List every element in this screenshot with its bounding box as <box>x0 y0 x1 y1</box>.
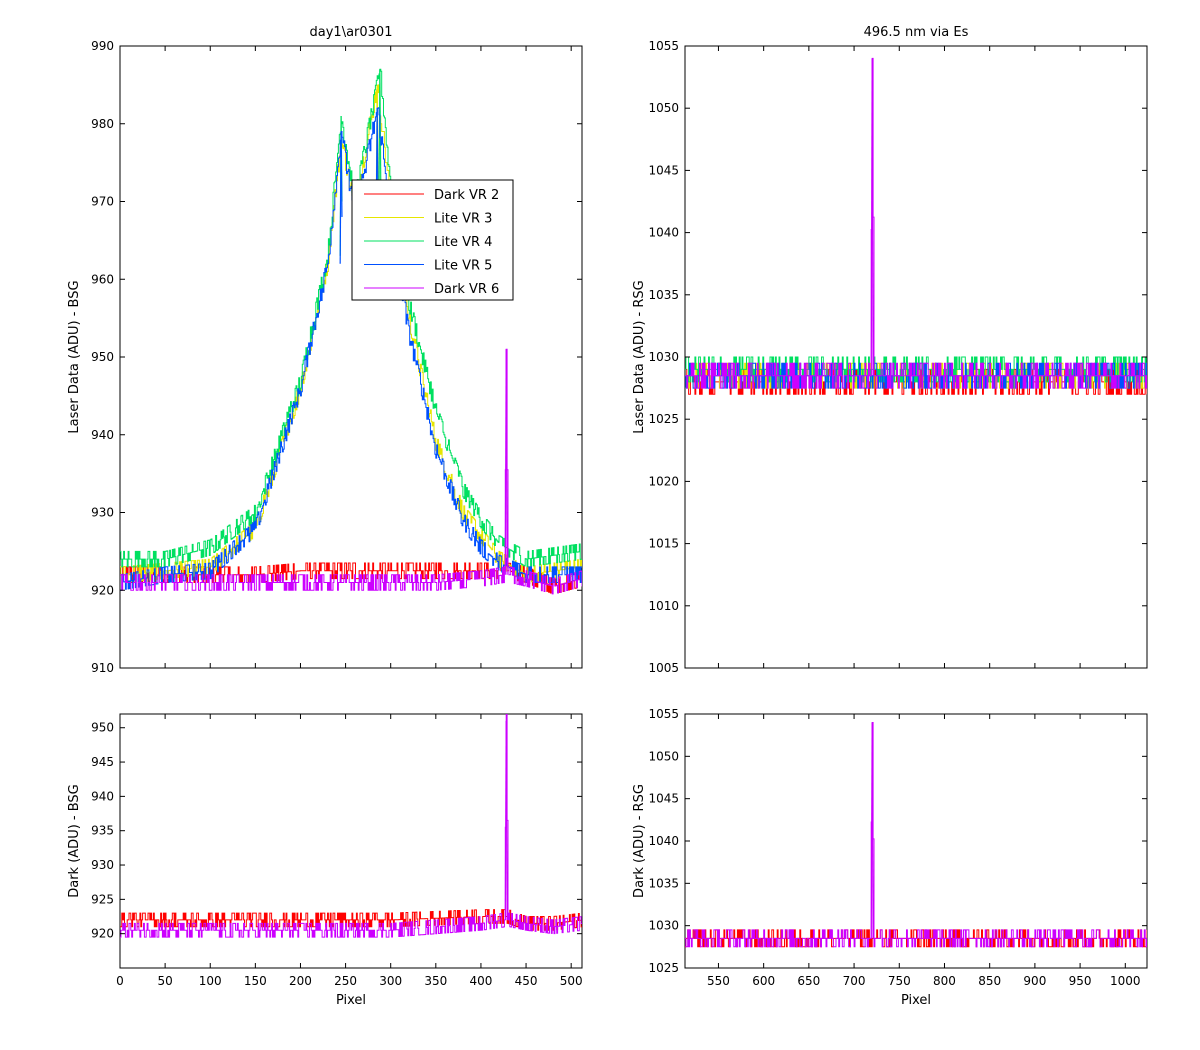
spike-line <box>871 722 874 939</box>
x-tick-label: 50 <box>157 974 172 988</box>
y-tick-label: 920 <box>91 927 114 941</box>
spike-line <box>505 349 508 575</box>
x-tick-label: 250 <box>334 974 357 988</box>
x-tick-label: 300 <box>379 974 402 988</box>
panel-tr: 1005 1010 1015 1020 1025 1030 1035 1040 1045 1050… <box>632 25 1148 675</box>
y-tick-label: 950 <box>91 721 114 735</box>
spike-line <box>871 58 874 376</box>
x-tick-label: 600 <box>752 974 775 988</box>
y-tick-label: 1010 <box>648 599 679 613</box>
y-tick-label: 960 <box>91 272 114 286</box>
y-tick-label: 945 <box>91 755 114 769</box>
x-tick-label: 100 <box>199 974 222 988</box>
y-tick-label: 1015 <box>648 537 679 551</box>
y-tick-label: 925 <box>91 892 114 906</box>
y-tick-label: 970 <box>91 195 114 209</box>
x-tick-label: 1000 <box>1110 974 1141 988</box>
x-tick-label: 700 <box>843 974 866 988</box>
legend-box <box>351 179 514 301</box>
y-tick-label: 1050 <box>648 749 679 763</box>
panel-tl: 910 920 930 940 950 960 970 980 990 day1\ar0301 La… <box>67 25 583 675</box>
x-tick-label: 500 <box>560 974 583 988</box>
legend-label: Dark VR 2 <box>434 188 499 203</box>
spike-line <box>505 720 508 920</box>
legend-label: Lite VR 4 <box>434 235 492 250</box>
y-tick-label: 1040 <box>648 226 679 240</box>
y-axis-label: Laser Data (ADU) - RSG <box>632 280 647 434</box>
series-line <box>120 714 582 938</box>
x-tick-label: 750 <box>888 974 911 988</box>
y-tick-label: 1045 <box>648 163 679 177</box>
y-tick-label: 980 <box>91 117 114 131</box>
x-tick-label: 900 <box>1023 974 1046 988</box>
series-group <box>120 68 582 595</box>
x-tick-label: 550 <box>707 974 730 988</box>
x-axis-label: Pixel <box>901 993 931 1008</box>
chart-title: day1\ar0301 <box>310 25 393 40</box>
y-tick-label: 940 <box>91 789 114 803</box>
y-tick-label: 940 <box>91 428 114 442</box>
x-tick-label: 850 <box>978 974 1001 988</box>
y-tick-label: 1030 <box>648 350 679 364</box>
y-tick-label: 1035 <box>648 288 679 302</box>
y-tick-label: 930 <box>91 858 114 872</box>
y-tick-label: 910 <box>91 661 114 675</box>
y-tick-label: 1045 <box>648 792 679 806</box>
x-tick-label: 950 <box>1069 974 1092 988</box>
x-tick-label: 400 <box>469 974 492 988</box>
y-tick-label: 950 <box>91 350 114 364</box>
y-tick-label: 935 <box>91 824 114 838</box>
x-tick-label: 200 <box>289 974 312 988</box>
y-tick-label: 930 <box>91 506 114 520</box>
y-tick-label: 1040 <box>648 834 679 848</box>
x-axis-label: Pixel <box>336 993 366 1008</box>
y-tick-label: 1035 <box>648 876 679 890</box>
y-tick-label: 1030 <box>648 919 679 933</box>
chart-title: 496.5 nm via Es <box>864 25 969 40</box>
series-group <box>685 722 1147 948</box>
y-axis-label: Laser Data (ADU) - BSG <box>67 280 82 433</box>
y-tick-label: 1025 <box>648 412 679 426</box>
legend-label: Dark VR 6 <box>434 282 499 297</box>
x-tick-label: 800 <box>933 974 956 988</box>
y-axis-label: Dark (ADU) - RSG <box>632 784 647 898</box>
legend-label: Lite VR 3 <box>434 212 492 227</box>
spike-line <box>340 131 343 218</box>
series-group <box>685 57 1147 395</box>
x-tick-label: 0 <box>116 974 124 988</box>
y-tick-label: 920 <box>91 583 114 597</box>
panel-bl: 0 50 100 150 200 250 300 350 400 450 500 920 925 930 9… <box>67 713 583 1008</box>
axes-box <box>684 713 1148 969</box>
y-tick-label: 1025 <box>648 961 679 975</box>
series-group <box>120 714 582 938</box>
x-tick-label: 150 <box>244 974 267 988</box>
series-line <box>120 348 582 595</box>
y-tick-label: 1020 <box>648 474 679 488</box>
x-tick-label: 350 <box>424 974 447 988</box>
y-axis-label: Dark (ADU) - BSG <box>67 784 82 898</box>
x-tick-label: 450 <box>515 974 538 988</box>
y-tick-label: 1050 <box>648 101 679 115</box>
y-tick-label: 1055 <box>648 39 679 53</box>
panel-br: 550 600 650 700 750 800 850 900 950 1000 1025 1030 1… <box>632 707 1148 1008</box>
x-tick-label: 650 <box>797 974 820 988</box>
y-tick-label: 1005 <box>648 661 679 675</box>
y-tick-label: 990 <box>91 39 114 53</box>
series-line <box>685 722 1147 948</box>
series-line <box>685 57 1147 389</box>
y-tick-label: 1055 <box>648 707 679 721</box>
legend-label: Lite VR 5 <box>434 259 492 274</box>
